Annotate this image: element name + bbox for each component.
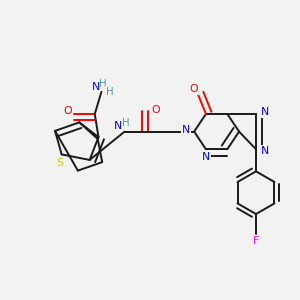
Text: N: N	[261, 107, 269, 118]
Text: F: F	[253, 236, 259, 245]
Text: N: N	[202, 152, 210, 162]
Text: O: O	[63, 106, 71, 116]
Text: H: H	[122, 118, 130, 128]
Text: O: O	[152, 105, 160, 115]
Text: S: S	[57, 158, 64, 168]
Text: N: N	[114, 122, 122, 131]
Text: H: H	[99, 79, 107, 89]
Text: N: N	[92, 82, 100, 92]
Text: N: N	[182, 125, 190, 135]
Text: O: O	[190, 84, 199, 94]
Text: N: N	[261, 146, 269, 156]
Text: H: H	[106, 87, 113, 97]
